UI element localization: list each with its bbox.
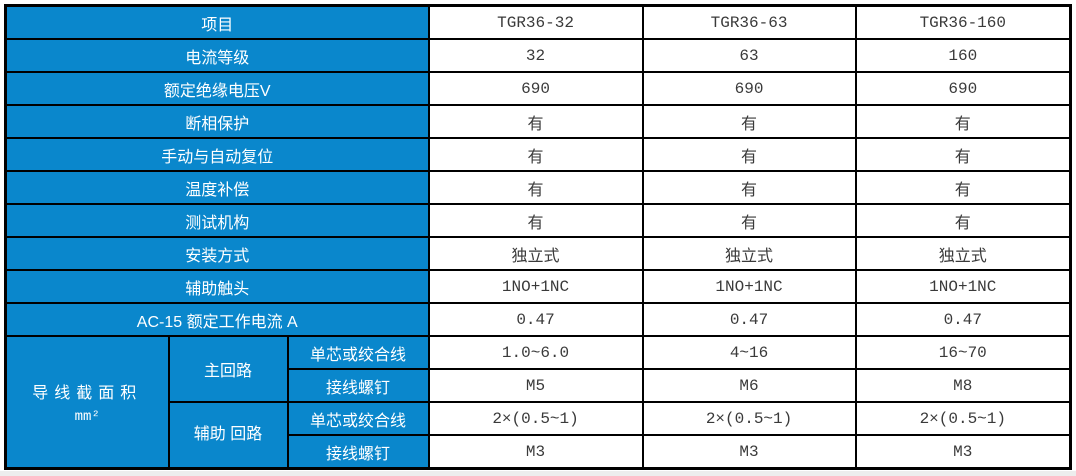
table-row: 额定绝缘电压V 690 690 690: [4, 71, 1072, 106]
spec-label: 接线螺钉: [286, 434, 430, 470]
cell-value: 有: [641, 170, 857, 205]
group-unit: mm²: [74, 409, 100, 425]
column-header: TGR36-63: [641, 4, 857, 40]
cell-value: 2×(0.5~1): [427, 401, 644, 436]
cell-value: 1.0~6.0: [427, 335, 644, 370]
cell-value: 有: [427, 104, 644, 139]
cell-value: 0.47: [854, 302, 1072, 337]
row-label: 额定绝缘电压V: [4, 71, 430, 106]
column-header: TGR36-32: [427, 4, 644, 40]
cell-value: 2×(0.5~1): [854, 401, 1072, 436]
cell-value: 32: [427, 38, 644, 73]
spec-label: 单芯或绞合线: [286, 335, 430, 370]
cell-value: 独立式: [854, 236, 1072, 271]
row-label: AC-15 额定工作电流 A: [4, 302, 430, 337]
cell-value: 4~16: [641, 335, 857, 370]
cell-value: 2×(0.5~1): [641, 401, 857, 436]
cell-value: M3: [641, 434, 857, 470]
cell-value: 有: [427, 203, 644, 238]
cell-value: 独立式: [641, 236, 857, 271]
cell-value: 有: [854, 137, 1072, 172]
cell-value: 有: [641, 104, 857, 139]
row-label: 手动与自动复位: [4, 137, 430, 172]
spec-table: 项目 TGR36-32 TGR36-63 TGR36-160 电流等级 32 6…: [4, 4, 1073, 470]
table-row: 手动与自动复位 有 有 有: [4, 137, 1072, 172]
spec-label: 单芯或绞合线: [286, 401, 430, 436]
table-row: 接线螺钉 M5 M6 M8: [6, 368, 1072, 403]
cell-value: 690: [641, 71, 857, 106]
row-label: 断相保护: [4, 104, 430, 139]
cell-value: 独立式: [427, 236, 644, 271]
cell-value: 690: [427, 71, 644, 106]
page-bottom-strip: [0, 471, 1076, 476]
row-label: 温度补偿: [4, 170, 430, 205]
row-label: 测试机构: [4, 203, 430, 238]
table-row: 导线截面积 mm² 主回路 单芯或绞合线 1.0~6.0 4~16 16~70: [4, 335, 1072, 470]
table-row: 辅助触头 1NO+1NC 1NO+1NC 1NO+1NC: [4, 269, 1072, 304]
group-label: 导线截面积: [32, 385, 143, 402]
row-label: 安装方式: [4, 236, 430, 271]
table-row: 断相保护 有 有 有: [4, 104, 1072, 139]
cell-value: 有: [427, 170, 644, 205]
table-row: 测试机构 有 有 有: [4, 203, 1072, 238]
table-row: 电流等级 32 63 160: [4, 38, 1072, 73]
spec-label: 接线螺钉: [286, 368, 430, 403]
table-row: 安装方式 独立式 独立式 独立式: [4, 236, 1072, 271]
cell-value: M3: [427, 434, 644, 470]
cell-value: M6: [641, 368, 857, 403]
table-row: 温度补偿 有 有 有: [4, 170, 1072, 205]
row-label: 电流等级: [4, 38, 430, 73]
table-row: 接线螺钉 M3 M3 M3: [6, 434, 1072, 470]
cell-value: 1NO+1NC: [854, 269, 1072, 304]
cell-value: 1NO+1NC: [641, 269, 857, 304]
cell-value: M3: [854, 434, 1072, 470]
corner-label: 项目: [4, 4, 430, 40]
cell-value: M5: [427, 368, 644, 403]
cell-value: 0.47: [641, 302, 857, 337]
cell-value: 有: [854, 203, 1072, 238]
table-row: AC-15 额定工作电流 A 0.47 0.47 0.47: [4, 302, 1072, 337]
cell-value: 0.47: [427, 302, 644, 337]
cell-value: 1NO+1NC: [427, 269, 644, 304]
cell-value: 有: [854, 104, 1072, 139]
cell-value: 63: [641, 38, 857, 73]
wire-section-group-label: 导线截面积 mm²: [4, 335, 170, 470]
row-label: 辅助触头: [4, 269, 430, 304]
cell-value: 有: [641, 203, 857, 238]
cell-value: 160: [854, 38, 1072, 73]
table-row: 项目 TGR36-32 TGR36-63 TGR36-160: [4, 4, 1072, 40]
cell-value: 有: [427, 137, 644, 172]
subgroup-label-main-circuit: 主回路: [167, 335, 289, 403]
cell-value: 690: [854, 71, 1072, 106]
cell-value: 有: [854, 170, 1072, 205]
cell-value: 有: [641, 137, 857, 172]
cell-value: 16~70: [854, 335, 1072, 370]
subgroup-label-auxiliary-circuit: 辅助 回路: [167, 401, 289, 470]
table-row: 辅助 回路 单芯或绞合线 2×(0.5~1) 2×(0.5~1) 2×(0.5~…: [6, 401, 1072, 470]
cell-value: M8: [854, 368, 1072, 403]
column-header: TGR36-160: [854, 4, 1072, 40]
